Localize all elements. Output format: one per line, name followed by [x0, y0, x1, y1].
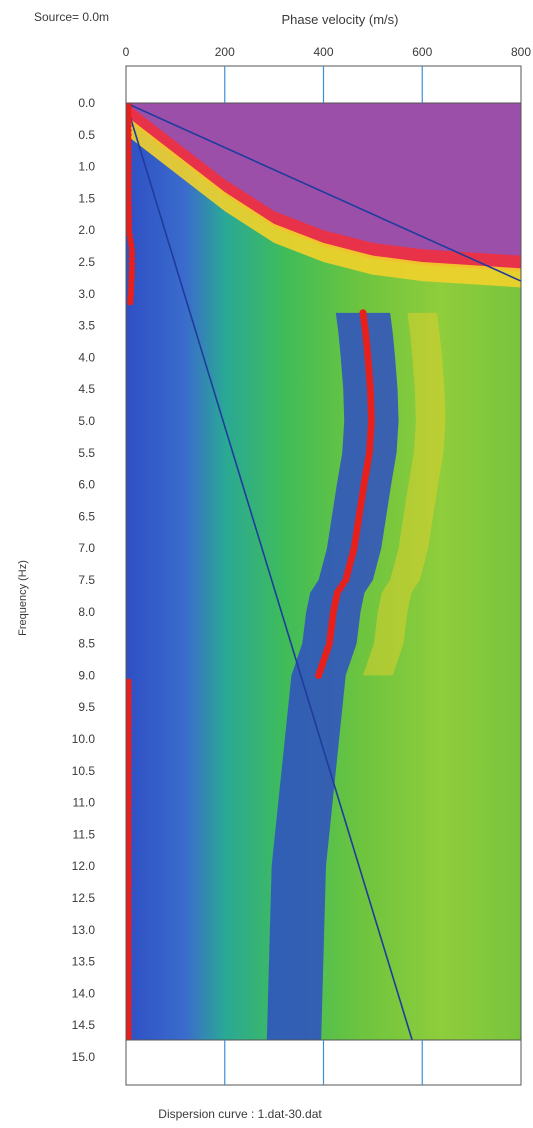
y-tick-label: 4.5	[78, 382, 95, 396]
y-tick-label: 1.0	[78, 160, 95, 174]
y-tick-label: 11.0	[73, 796, 96, 810]
y-tick-label: 3.5	[78, 319, 95, 333]
y-tick-label: 4.0	[78, 350, 95, 364]
x-tick-label: 200	[215, 45, 235, 59]
footer-caption: Dispersion curve : 1.dat-30.dat	[158, 1107, 322, 1121]
high-amplitude-band	[363, 312, 446, 676]
y-tick-label: 9.5	[78, 700, 95, 714]
y-tick-label: 0.0	[78, 96, 95, 110]
y-tick-label: 7.5	[78, 573, 95, 587]
peak-amplitude-band	[126, 103, 521, 272]
y-tick-label: 13.5	[72, 955, 96, 969]
y-tick-label: 0.5	[78, 128, 95, 142]
y-tick-label: 3.0	[78, 287, 95, 301]
edge-point	[126, 213, 132, 220]
y-axis-label: Frequency (Hz)	[17, 560, 29, 636]
picked-point	[314, 671, 323, 680]
x-gridlines	[224, 66, 423, 1085]
y-tick-label: 8.5	[78, 637, 95, 651]
edge-point	[126, 217, 133, 225]
x-tick-label: 600	[412, 45, 432, 59]
edge-point	[128, 246, 136, 253]
x-axis-label: Phase velocity (m/s)	[281, 12, 398, 27]
y-tick-label: 1.5	[78, 191, 95, 205]
y-tick-label: 15.0	[72, 1050, 96, 1064]
x-tick-label: 800	[511, 45, 531, 59]
x-tick-labels: 0 200 400 600 800	[123, 45, 532, 59]
edge-point	[126, 222, 133, 229]
limit-line-2	[126, 103, 413, 1040]
y-tick-label: 12.0	[72, 859, 96, 873]
edge-point	[128, 250, 136, 258]
y-tick-label: 7.0	[78, 541, 95, 555]
y-tick-label: 2.0	[78, 223, 95, 237]
y-tick-label: 10.5	[72, 764, 96, 778]
y-tick-label: 5.5	[78, 446, 95, 460]
y-tick-label: 10.0	[72, 732, 96, 746]
y-tick-label: 2.5	[78, 255, 95, 269]
y-tick-labels: 0.0 0.5 1.0 1.5 2.0 2.5 3.0 3.5 4.0 4.5 5.0 5.5 6.0 6…	[72, 96, 96, 1064]
edge-point	[128, 260, 136, 267]
edge-point	[128, 255, 136, 263]
x-tick-label: 0	[123, 45, 130, 59]
edge-point	[126, 1034, 132, 1040]
y-tick-label: 13.0	[72, 923, 96, 937]
picked-points	[126, 103, 375, 1040]
y-tick-label: 9.0	[78, 668, 95, 682]
y-tick-label: 6.5	[78, 509, 95, 523]
y-tick-label: 6.0	[78, 478, 95, 492]
y-tick-label: 11.5	[73, 827, 96, 841]
edge-point	[127, 299, 134, 306]
edge-point	[126, 227, 133, 234]
y-tick-label: 5.0	[78, 414, 95, 428]
limit-lines	[126, 103, 521, 1040]
yellow-ridge-band	[126, 115, 521, 288]
x-tick-label: 400	[313, 45, 333, 59]
edge-point	[126, 231, 133, 239]
edge-point	[127, 236, 134, 243]
edge-point	[126, 208, 132, 216]
y-tick-label: 12.5	[72, 891, 96, 905]
aliased-region	[126, 103, 521, 256]
edge-point	[127, 241, 135, 248]
y-tick-label: 14.5	[72, 1018, 96, 1032]
limit-line-1	[126, 103, 521, 282]
y-tick-label: 14.0	[72, 986, 96, 1000]
y-tick-label: 8.0	[78, 605, 95, 619]
source-label: Source= 0.0m	[34, 10, 109, 24]
plot-area	[126, 103, 521, 1040]
